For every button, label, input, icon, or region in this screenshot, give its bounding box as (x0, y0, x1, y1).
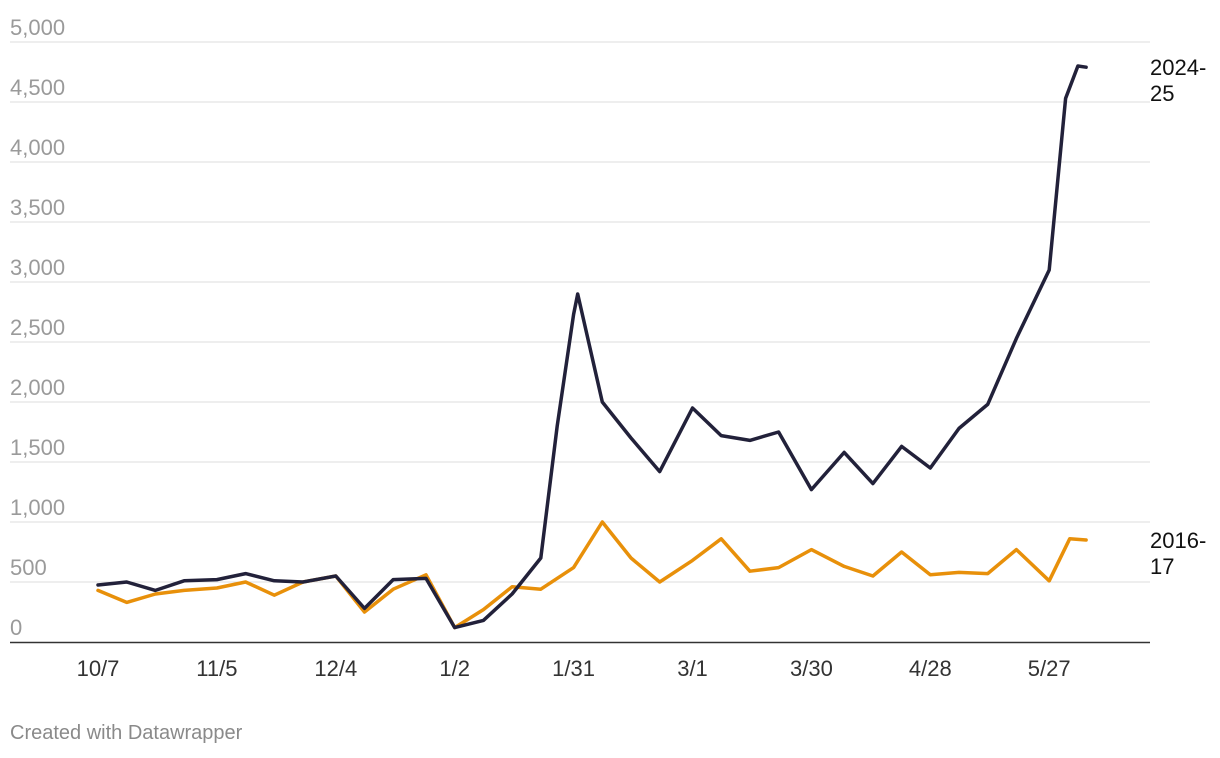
y-tick-label: 4,500 (10, 75, 65, 100)
series-label-2016-17: 2016-17 (1150, 528, 1206, 579)
x-tick-label: 11/5 (196, 656, 237, 681)
y-tick-label: 2,500 (10, 315, 65, 340)
x-tick-label: 3/30 (790, 656, 833, 681)
datawrapper-credit: Created with Datawrapper (10, 722, 243, 744)
y-tick-label: 3,000 (10, 255, 65, 280)
gridlines (10, 41, 1150, 583)
x-tick-label: 5/27 (1028, 656, 1071, 681)
x-tick-label: 4/28 (909, 656, 952, 681)
x-tick-label: 1/2 (439, 656, 470, 681)
x-tick-label: 10/7 (77, 656, 120, 681)
x-axis-ticks: 10/7 11/5 12/4 1/2 1/31 3/1 3/30 4/28 5/27 (77, 656, 1071, 681)
series-line-2024-25 (96, 64, 1088, 630)
x-tick-label: 12/4 (314, 656, 357, 681)
y-tick-label: 4,000 (10, 135, 65, 160)
x-tick-label: 1/31 (552, 656, 595, 681)
y-tick-label: 5,000 (10, 15, 65, 40)
y-tick-label: 0 (10, 615, 22, 640)
series-label-2024-25: 2024-25 (1150, 55, 1206, 106)
y-tick-label: 500 (10, 555, 47, 580)
y-tick-label: 1,000 (10, 495, 65, 520)
y-tick-label: 2,000 (10, 375, 65, 400)
series-labels: 2016-17 2024-25 (1150, 55, 1206, 579)
series-lines (96, 64, 1088, 630)
y-tick-label: 3,500 (10, 195, 65, 220)
y-tick-label: 1,500 (10, 435, 65, 460)
line-chart: 0 500 1,000 1,500 2,000 2,500 3,000 3,500 4,000 4… (10, 15, 1206, 681)
y-axis-ticks: 0 500 1,000 1,500 2,000 2,500 3,000 3,500 4,000 4… (10, 15, 65, 640)
x-tick-label: 3/1 (677, 656, 708, 681)
